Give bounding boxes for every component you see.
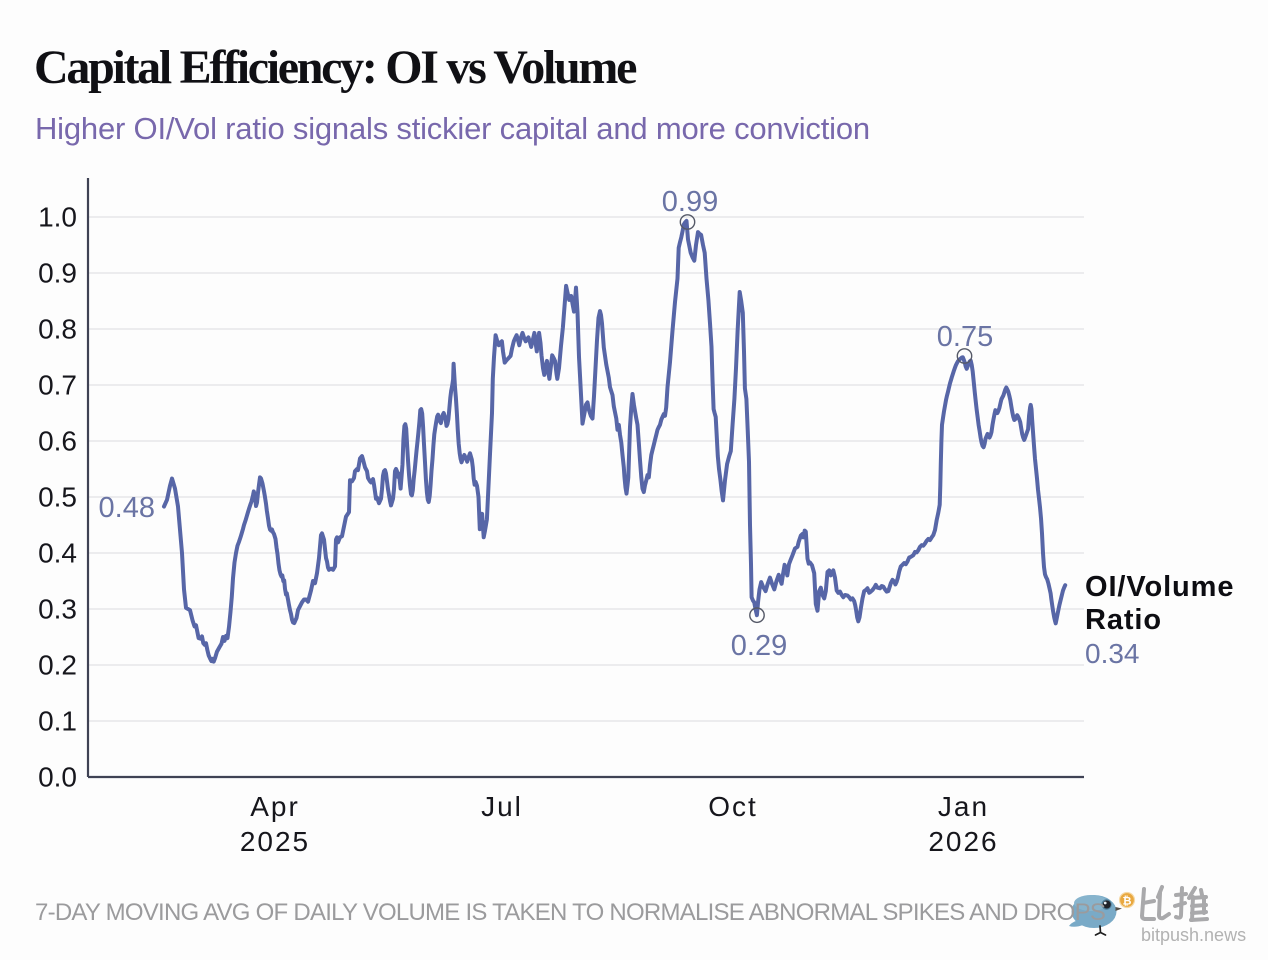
svg-text:Oct: Oct (708, 791, 758, 822)
svg-text:0.34: 0.34 (1085, 638, 1140, 669)
svg-text:0.4: 0.4 (38, 538, 77, 569)
svg-text:OI/Volume: OI/Volume (1085, 571, 1234, 603)
svg-text:₿: ₿ (1123, 895, 1132, 907)
svg-text:0.1: 0.1 (38, 706, 77, 737)
svg-text:Jul: Jul (481, 791, 523, 822)
svg-text:Apr: Apr (250, 791, 300, 822)
svg-text:0.75: 0.75 (937, 321, 993, 353)
svg-text:0.29: 0.29 (731, 630, 787, 662)
svg-text:0.7: 0.7 (38, 370, 77, 401)
svg-text:0.8: 0.8 (38, 314, 77, 345)
svg-text:0.48: 0.48 (99, 492, 155, 524)
svg-text:2026: 2026 (928, 826, 998, 857)
svg-text:0.99: 0.99 (662, 186, 718, 218)
svg-text:0.2: 0.2 (38, 650, 77, 681)
svg-text:0.0: 0.0 (38, 762, 77, 793)
svg-text:Jan: Jan (938, 791, 989, 822)
svg-text:Capital Efficiency: OI vs Volu: Capital Efficiency: OI vs Volume (34, 41, 637, 94)
svg-text:Ratio: Ratio (1085, 604, 1162, 636)
svg-text:Higher OI/Vol ratio signals st: Higher OI/Vol ratio signals stickier cap… (35, 111, 870, 146)
svg-text:bitpush.news: bitpush.news (1141, 925, 1246, 945)
svg-text:7-DAY MOVING AVG OF DAILY VOLU: 7-DAY MOVING AVG OF DAILY VOLUME IS TAKE… (35, 899, 1105, 926)
svg-text:1.0: 1.0 (38, 202, 77, 233)
svg-text:2025: 2025 (240, 826, 310, 857)
svg-text:0.3: 0.3 (38, 594, 77, 625)
svg-text:0.5: 0.5 (38, 482, 77, 513)
svg-text:0.6: 0.6 (38, 426, 77, 457)
svg-text:0.9: 0.9 (38, 258, 77, 289)
